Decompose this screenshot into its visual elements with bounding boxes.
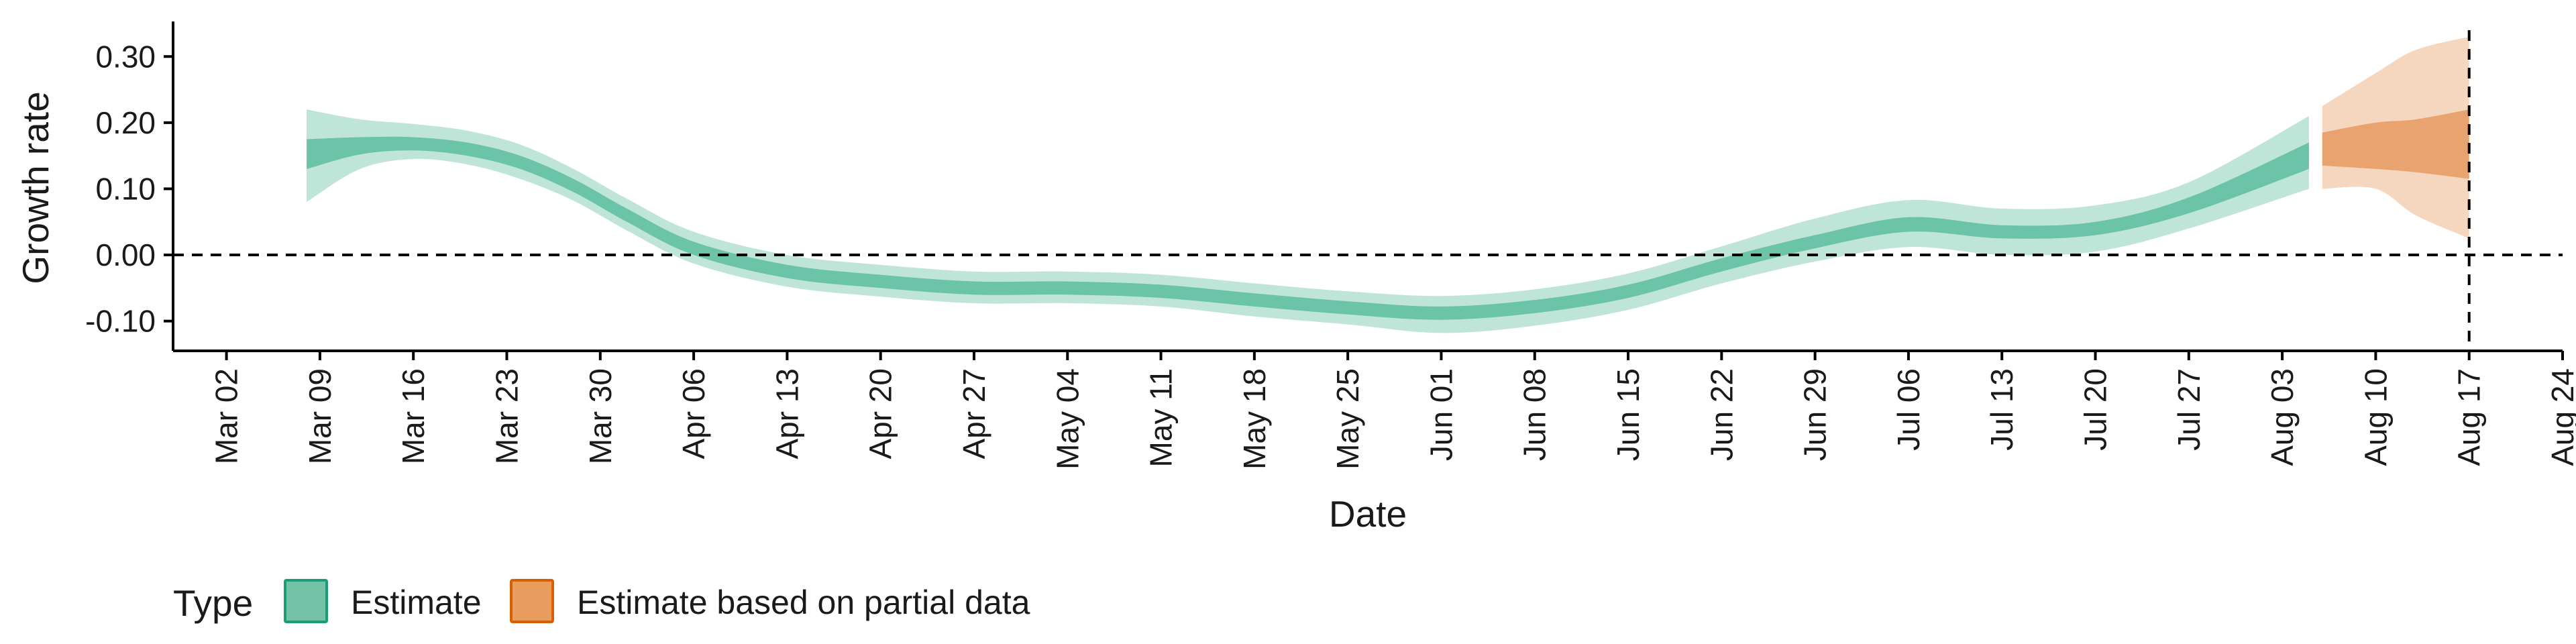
x-tick-label: Jul 13 (1984, 368, 2019, 451)
legend-label-partial-estimate: Estimate based on partial data (577, 584, 1030, 621)
series-estimate (307, 109, 2309, 333)
interval-50-band (2322, 109, 2469, 179)
legend-key-partial-estimate (510, 579, 554, 623)
x-tick-label: May 04 (1050, 368, 1085, 470)
x-tick-label: Mar 30 (583, 368, 618, 464)
x-tick-label: Apr 13 (769, 368, 804, 460)
x-tick-label: Aug 10 (2358, 368, 2393, 466)
x-tick-label: Jun 29 (1798, 368, 1833, 461)
x-tick-label: Aug 03 (2265, 368, 2300, 466)
reference-lines (173, 30, 2563, 351)
axes (172, 21, 2563, 352)
x-tick-label: Jun 22 (1704, 368, 1739, 461)
x-tick-label: Aug 24 (2545, 368, 2576, 466)
y-tick-label: 0.00 (95, 237, 156, 272)
y-tick-label: -0.10 (85, 304, 156, 339)
x-tick-label: Aug 17 (2452, 368, 2487, 466)
legend-label-estimate: Estimate (351, 584, 482, 621)
x-tick-label: Jun 01 (1424, 368, 1458, 461)
x-tick-label: Mar 09 (303, 368, 337, 464)
x-tick-label: Jul 20 (2078, 368, 2113, 451)
x-tick-label: Jun 08 (1517, 368, 1552, 461)
legend-key-estimate (284, 579, 328, 623)
x-tick-label: Jul 06 (1891, 368, 1926, 451)
x-tick-label: Mar 16 (396, 368, 431, 464)
series-partial-estimate (2322, 36, 2469, 239)
x-tick-label: Apr 20 (863, 368, 898, 460)
x-tick-label: Jun 15 (1611, 368, 1646, 461)
x-tick-label: Apr 27 (957, 368, 991, 460)
x-tick-label: May 11 (1144, 368, 1179, 467)
y-axis-title: Growth rate (15, 91, 56, 284)
x-tick-label: Jul 27 (2171, 368, 2206, 451)
x-tick-label: May 25 (1330, 368, 1365, 470)
x-tick-label: May 18 (1237, 368, 1272, 470)
x-tick-label: Mar 02 (209, 368, 244, 464)
legend-title: Type (173, 582, 253, 624)
y-tick-label: 0.20 (95, 105, 156, 140)
y-tick-label: 0.30 (95, 39, 156, 74)
x-axis-title: Date (1329, 493, 1407, 535)
estimate-bands (307, 36, 2469, 333)
interval-50-band (307, 136, 2309, 320)
legend: Type Estimate Estimate based on partial … (173, 579, 1030, 624)
x-tick-label: Apr 06 (676, 368, 711, 460)
axis-ticks: -0.10 0.00 0.10 0.20 0.30 Mar 02 Mar 09 Mar 16 M… (85, 39, 2576, 470)
x-tick-label: Mar 23 (489, 368, 524, 464)
y-tick-label: 0.10 (95, 171, 156, 206)
